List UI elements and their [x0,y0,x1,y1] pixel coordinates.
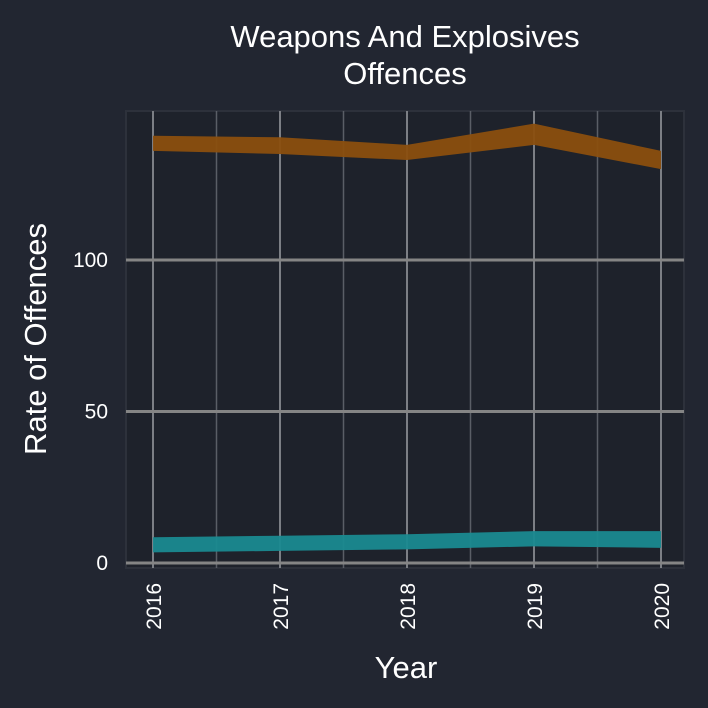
x-axis-title: Year [375,650,438,685]
y-axis-title: Rate of Offences [18,223,53,455]
plot-panel [125,110,685,569]
x-tick-label: 2020 [651,583,674,630]
x-axis-ticks: 2016 2017 2018 2019 2020 [143,583,674,630]
y-tick-label: 100 [73,249,108,272]
y-axis-ticks: 0 50 100 [73,249,108,575]
grid-lines [126,111,684,568]
x-tick-label: 2019 [524,583,547,630]
series-1-band [153,123,661,170]
x-tick-label: 2016 [143,583,166,630]
series-layer [153,123,661,553]
y-tick-label: 50 [85,401,108,424]
series-2-band [153,531,661,553]
chart-title-line-2: Offences [343,56,467,91]
chart-title-line-1: Weapons And Explosives [230,19,579,54]
x-tick-label: 2017 [270,583,293,630]
y-tick-label: 0 [96,552,108,575]
x-tick-label: 2018 [397,583,420,630]
